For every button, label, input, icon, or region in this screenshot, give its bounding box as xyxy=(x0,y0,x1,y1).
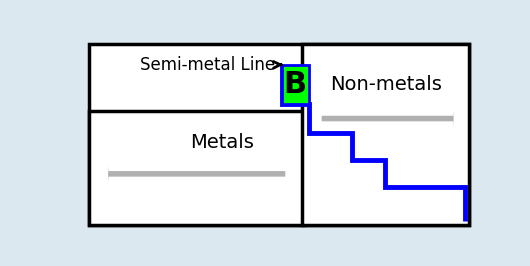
Text: Semi-metal Line: Semi-metal Line xyxy=(140,56,281,74)
Text: B: B xyxy=(284,70,307,99)
Bar xyxy=(89,111,304,226)
Bar xyxy=(89,44,469,226)
Text: Metals: Metals xyxy=(191,133,254,152)
Bar xyxy=(282,65,308,104)
Text: Non-metals: Non-metals xyxy=(330,74,441,94)
Bar xyxy=(303,44,469,226)
